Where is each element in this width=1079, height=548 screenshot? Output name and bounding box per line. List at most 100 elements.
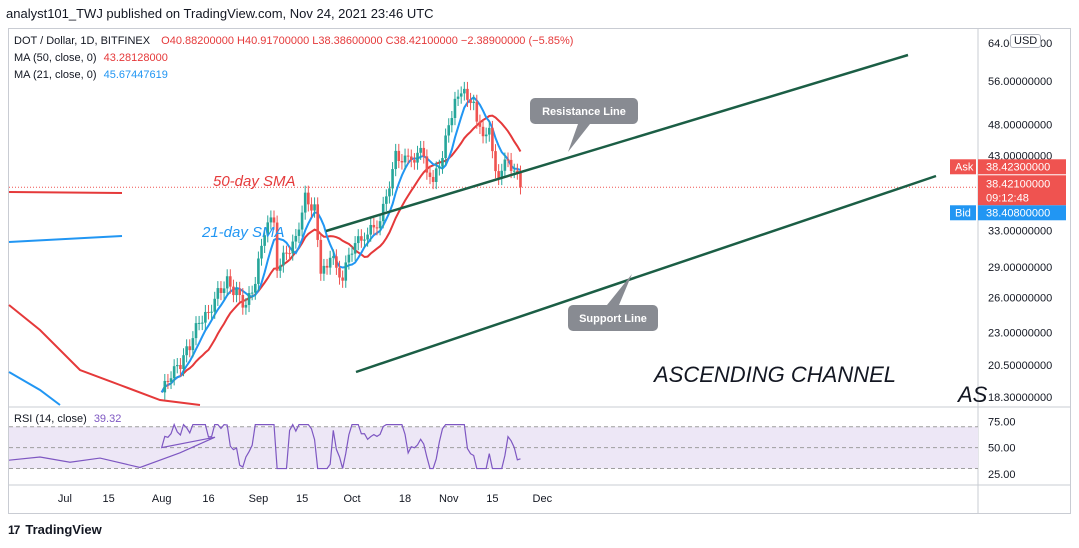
candle-body — [244, 304, 248, 308]
candle-body — [409, 156, 413, 161]
candle-body — [179, 365, 182, 370]
countdown-value: 09:12:48 — [986, 192, 1029, 204]
ma50-path — [160, 114, 522, 393]
candle-body — [431, 176, 435, 182]
time-tick-label: Jul — [58, 493, 72, 505]
candle-body — [516, 170, 519, 173]
last-price-value: 38.42100000 — [986, 178, 1050, 190]
price-tick-label: 29.00000000 — [988, 262, 1052, 274]
candle-body — [278, 265, 282, 271]
price-tick-label: 20.50000000 — [988, 360, 1052, 372]
time-tick-label: Sep — [249, 493, 269, 505]
candle-body — [475, 101, 479, 122]
candle-body — [509, 159, 513, 171]
legend-ma21-value: 45.67447619 — [103, 69, 168, 81]
legend-ma50-value: 43.28128000 — [103, 52, 168, 64]
price-tick-label: 23.00000000 — [988, 327, 1052, 339]
grid — [9, 29, 1071, 514]
candle-body — [338, 267, 341, 278]
candle-body — [450, 117, 454, 126]
candle-body — [210, 311, 213, 313]
ask-label: Ask — [955, 161, 974, 173]
rsi-tick-label: 75.00 — [988, 416, 1016, 428]
candle-body — [347, 254, 351, 263]
candle-body — [191, 338, 195, 351]
price-tick-label: 33.00000000 — [988, 225, 1052, 237]
candle-body — [285, 252, 288, 254]
candle-body — [257, 258, 260, 284]
candle-body — [207, 311, 210, 313]
candle-body — [188, 346, 192, 351]
time-tick-label: 15 — [296, 493, 308, 505]
candle-body — [394, 150, 397, 170]
candle-body — [469, 99, 472, 104]
candle-body — [229, 276, 232, 287]
candle-body — [466, 88, 469, 100]
candle-body — [260, 245, 263, 259]
candle-body — [344, 262, 348, 281]
resistance-callout-pointer — [568, 124, 590, 152]
footer-brand-label: TradingView — [25, 522, 102, 537]
candle-body — [282, 252, 285, 266]
pattern-annotation: ASCENDING CHANNEL — [652, 362, 896, 387]
axes: 64.0000000056.0000000048.0000000043.0000… — [58, 38, 1066, 505]
candle-body — [300, 212, 304, 230]
candle-body — [303, 192, 307, 213]
time-tick-label: Oct — [343, 493, 360, 505]
candle-body — [453, 98, 457, 118]
candle-body — [307, 192, 310, 205]
candle-body — [182, 355, 185, 370]
candle-body — [497, 171, 500, 178]
ask-value-box — [978, 159, 1066, 175]
candle-body — [391, 169, 394, 189]
candle-body — [472, 101, 475, 104]
candle-body — [353, 243, 357, 254]
candle-body — [288, 253, 291, 255]
last-price-box — [978, 175, 1066, 206]
tradingview-logo-icon: 17 — [8, 522, 20, 537]
candle-body — [272, 217, 276, 223]
footer-brand[interactable]: 17 TradingView — [8, 522, 102, 537]
candle-body — [194, 323, 198, 339]
candle-body — [512, 170, 516, 172]
candle-body — [232, 286, 235, 296]
legend-ohlc: O40.88200000 H40.91700000 L38.38600000 C… — [161, 35, 574, 47]
time-tick-label: Dec — [533, 493, 553, 505]
candle-body — [172, 366, 176, 379]
candle-body — [185, 346, 188, 356]
candle-body — [331, 256, 335, 258]
legend-symbol: DOT / Dollar, 1D, BITFINEX — [14, 35, 151, 47]
resistance-callout-label: Resistance Line — [542, 106, 626, 118]
candle-body — [325, 265, 329, 268]
candle-body — [219, 288, 223, 293]
pattern-annotation-fragment: AS — [956, 382, 988, 407]
publish-header: analyst101_TWJ published on TradingView.… — [6, 6, 434, 21]
candle-body — [378, 221, 382, 229]
candle-body — [363, 239, 366, 241]
candle-body — [297, 229, 301, 236]
chart-frame[interactable] — [8, 28, 1071, 514]
candle-body — [388, 188, 391, 197]
candle-body — [316, 204, 319, 240]
candle-body — [375, 227, 379, 229]
ma50-line — [8, 114, 522, 406]
price-tick-label: 56.00000000 — [988, 76, 1052, 88]
candle-body — [441, 158, 444, 167]
candle-body — [328, 257, 332, 268]
support-callout-box — [568, 305, 658, 331]
candle-body — [484, 134, 488, 137]
currency-badge[interactable]: USD — [1010, 34, 1042, 48]
candle-body — [506, 159, 510, 161]
candle-body — [166, 380, 170, 382]
time-tick-label: Aug — [152, 493, 172, 505]
candle-body — [503, 159, 507, 171]
candle-body — [425, 156, 429, 173]
rsi-legend-label: RSI (14, close) — [14, 413, 87, 425]
candle-body — [169, 378, 173, 382]
candle-body — [406, 155, 410, 157]
candle-body — [291, 241, 295, 254]
rsi-pane — [8, 422, 978, 470]
time-tick-label: 16 — [202, 493, 214, 505]
candle-body — [200, 322, 204, 324]
